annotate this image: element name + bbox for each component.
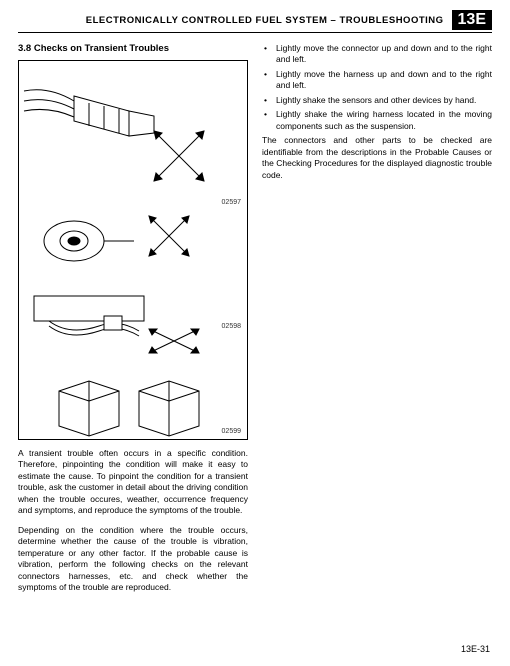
bullet-item: Lightly move the harness up and down and… — [262, 69, 492, 92]
bullet-item: Lightly shake the sensors and other devi… — [262, 95, 492, 106]
header-title: ELECTRONICALLY CONTROLLED FUEL SYSTEM – … — [86, 15, 444, 26]
figure-box: 02597 02598 02599 — [18, 60, 248, 440]
bullet-item: Lightly move the connector up and down a… — [262, 43, 492, 66]
left-paragraph-1: A transient trouble often occurs in a sp… — [18, 448, 248, 517]
header-badge: 13E — [452, 10, 492, 30]
content-columns: 3.8 Checks on Transient Troubles — [18, 43, 492, 594]
bullet-item: Lightly shake the wiring harness located… — [262, 109, 492, 132]
page-number: 13E-31 — [461, 644, 490, 654]
left-paragraph-2: Depending on the condition where the tro… — [18, 525, 248, 594]
left-column: 3.8 Checks on Transient Troubles — [18, 43, 248, 594]
page-header: ELECTRONICALLY CONTROLLED FUEL SYSTEM – … — [18, 10, 492, 33]
bullet-list: Lightly move the connector up and down a… — [262, 43, 492, 132]
diagram-svg — [19, 61, 247, 439]
right-tail-text: The connectors and other parts to be che… — [262, 135, 492, 181]
section-title: 3.8 Checks on Transient Troubles — [18, 43, 248, 54]
right-column: Lightly move the connector up and down a… — [262, 43, 492, 594]
figure-label-c: 02599 — [222, 428, 241, 435]
figure-label-b: 02598 — [222, 323, 241, 330]
figure-label-a: 02597 — [222, 199, 241, 206]
